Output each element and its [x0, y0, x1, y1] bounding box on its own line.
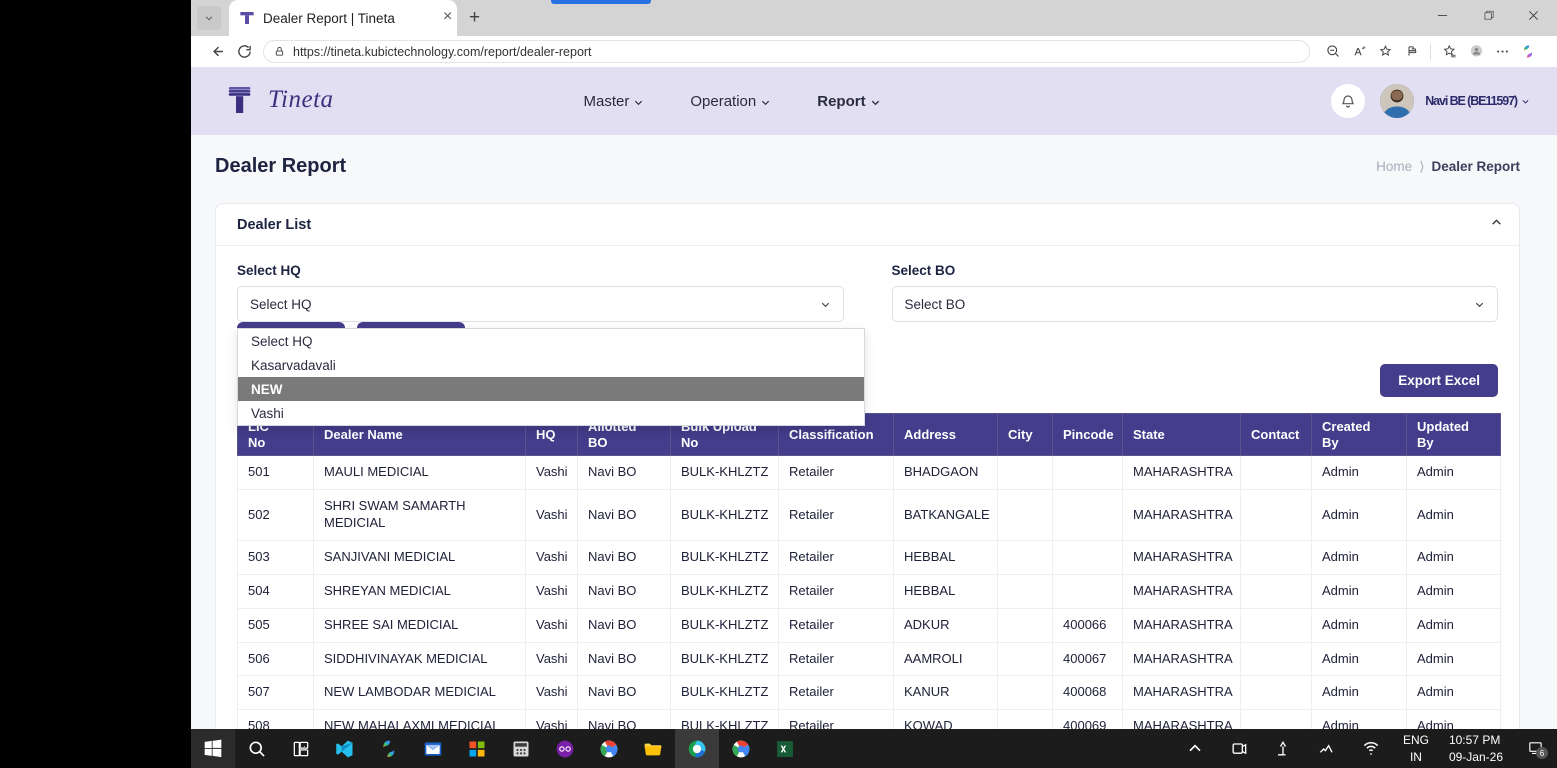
svg-text:+: + [1361, 46, 1363, 50]
